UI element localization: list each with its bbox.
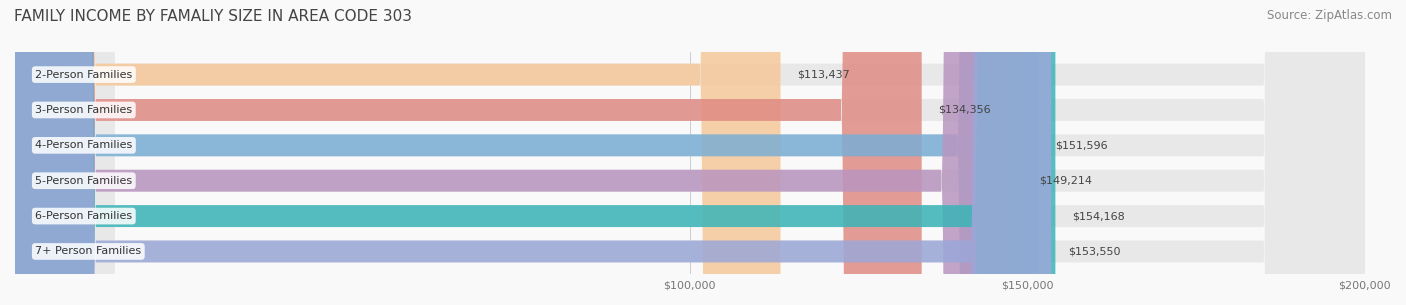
Text: $134,356: $134,356 xyxy=(939,105,991,115)
FancyBboxPatch shape xyxy=(15,0,922,305)
Text: 6-Person Families: 6-Person Families xyxy=(35,211,132,221)
Text: FAMILY INCOME BY FAMALIY SIZE IN AREA CODE 303: FAMILY INCOME BY FAMALIY SIZE IN AREA CO… xyxy=(14,9,412,24)
Text: $149,214: $149,214 xyxy=(1039,176,1092,186)
FancyBboxPatch shape xyxy=(15,0,1365,305)
FancyBboxPatch shape xyxy=(15,0,1038,305)
FancyBboxPatch shape xyxy=(15,0,1365,305)
FancyBboxPatch shape xyxy=(15,0,1365,305)
FancyBboxPatch shape xyxy=(15,0,1365,305)
Text: $154,168: $154,168 xyxy=(1073,211,1125,221)
Text: 7+ Person Families: 7+ Person Families xyxy=(35,246,142,257)
Text: 2-Person Families: 2-Person Families xyxy=(35,70,132,80)
Text: 5-Person Families: 5-Person Families xyxy=(35,176,132,186)
FancyBboxPatch shape xyxy=(15,0,1052,305)
FancyBboxPatch shape xyxy=(15,0,1365,305)
Text: $153,550: $153,550 xyxy=(1069,246,1121,257)
FancyBboxPatch shape xyxy=(15,0,1022,305)
Text: 4-Person Families: 4-Person Families xyxy=(35,140,132,150)
Text: $151,596: $151,596 xyxy=(1054,140,1108,150)
Text: $113,437: $113,437 xyxy=(797,70,851,80)
Text: Source: ZipAtlas.com: Source: ZipAtlas.com xyxy=(1267,9,1392,22)
FancyBboxPatch shape xyxy=(15,0,1056,305)
FancyBboxPatch shape xyxy=(15,0,780,305)
FancyBboxPatch shape xyxy=(15,0,1365,305)
Text: 3-Person Families: 3-Person Families xyxy=(35,105,132,115)
